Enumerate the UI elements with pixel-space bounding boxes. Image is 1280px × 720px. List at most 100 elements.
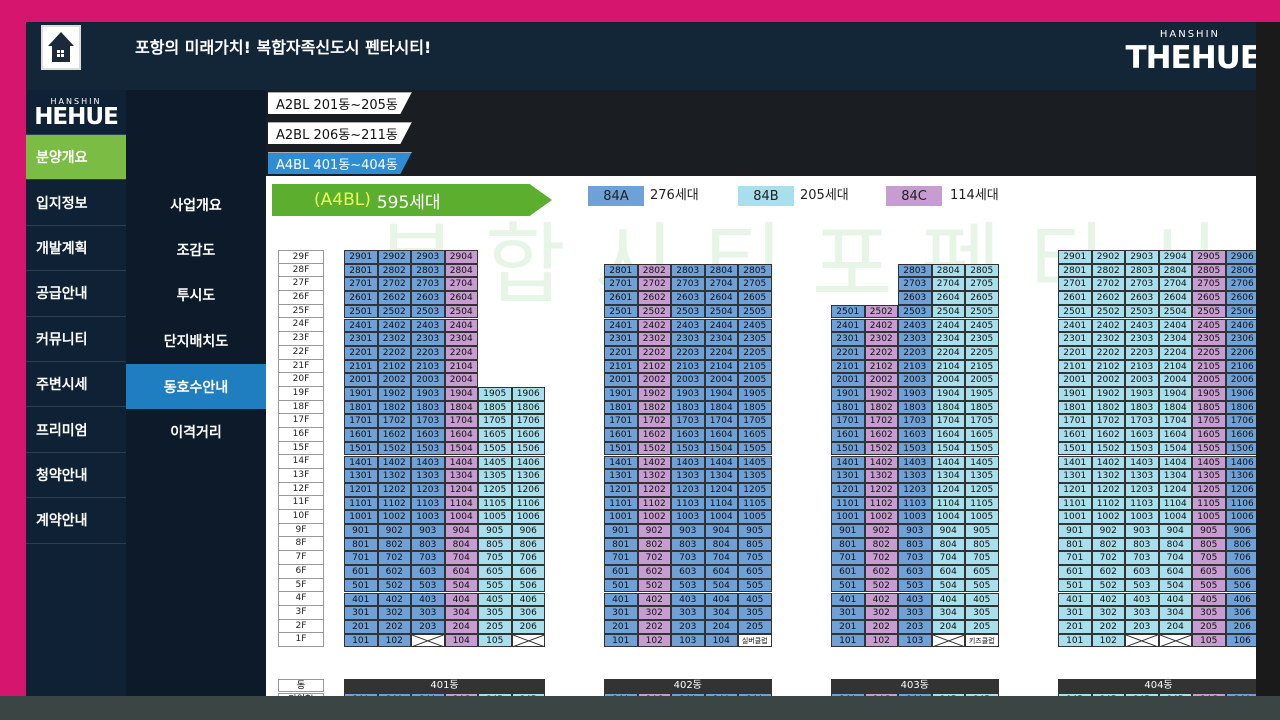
floor-label: 22F (278, 345, 324, 360)
submenu-item-unitinfo[interactable]: 동호수안내 (126, 364, 266, 409)
unit-cell: 201 (1058, 619, 1092, 634)
unit-cell: 1404 (1158, 455, 1192, 470)
unit-cell: 704 (931, 551, 965, 566)
floor-label: 8F (278, 537, 324, 552)
unit-cell: 606 (1225, 565, 1256, 579)
unit-cell: 1501 (831, 441, 865, 456)
unit-cell: 1301 (1058, 469, 1092, 483)
unit-cell: 2205 (738, 345, 772, 360)
unit-cell: 2902 (1091, 250, 1125, 264)
unit-cell: 901 (1058, 524, 1092, 538)
sidebar-item-subscription[interactable]: 청약안내 (26, 453, 126, 499)
unit-cell: 1706 (1225, 414, 1256, 429)
unit-cell: 2004 (444, 373, 478, 387)
unit-cell: 2901 (344, 250, 378, 264)
submenu-item-perspective[interactable]: 투시도 (176, 287, 216, 304)
floor-label: 27F (278, 277, 324, 292)
sidebar-item-overview[interactable]: 분양개요 (26, 135, 126, 181)
unit-cell: 1005 (1192, 510, 1226, 524)
unit-cell: 904 (704, 524, 738, 538)
unit-cell: 1302 (637, 469, 671, 483)
unit-cell: 2201 (344, 345, 378, 360)
unit-cell: 1004 (931, 510, 965, 524)
unit-cell: 2501 (1058, 304, 1092, 319)
submenu-item-birdseye[interactable]: 조감도 (176, 242, 216, 259)
unit-cell: 2003 (1125, 373, 1159, 387)
unit-cell: 2606 (1225, 291, 1256, 305)
sidebar-item-development[interactable]: 개발계획 (26, 226, 126, 272)
tab-a4bl-401[interactable]: A4BL 401동~404동 (268, 152, 412, 174)
unit-cell: 901 (344, 524, 378, 538)
unit-cell: 2805 (965, 263, 999, 278)
unit-cell: 1901 (1058, 387, 1092, 401)
unit-cell: 305 (1192, 606, 1226, 620)
unit-cell: 1205 (1192, 482, 1226, 497)
sidebar-item-supply[interactable]: 공급안내 (26, 271, 126, 317)
unit-cell: 1905 (1192, 387, 1226, 401)
unit-cell: 2003 (898, 373, 932, 387)
unit-cell: 904 (444, 524, 478, 538)
unit-cell: 401 (344, 592, 378, 607)
tab-a2bl-206[interactable]: A2BL 206동~211동 (268, 122, 412, 144)
submenu: 사업개요 조감도 투시도 단지배치도 동호수안내 이격거리 (126, 90, 266, 696)
unit-cell: 301 (1058, 606, 1092, 620)
unit-cell: 301 (831, 606, 865, 620)
unit-cell: 602 (1091, 565, 1125, 579)
unit-cell: 202 (637, 619, 671, 634)
sidebar-item-location[interactable]: 입지정보 (26, 180, 126, 226)
unit-cell: 405 (1192, 592, 1226, 607)
unit-cell: 2403 (1125, 318, 1159, 333)
unit-cell: 402 (377, 592, 411, 607)
unit-cell: 2102 (377, 359, 411, 374)
unit-cell: 1001 (831, 510, 865, 524)
unit-cell: 601 (344, 565, 378, 579)
unit-cell: 803 (1125, 537, 1159, 552)
unit-cell: 1303 (898, 469, 932, 483)
submenu-item-distance[interactable]: 이격거리 (170, 424, 222, 441)
unit-cell: 1803 (1125, 400, 1159, 415)
unit-cell: 1106 (1225, 496, 1256, 511)
floor-label: 10F (278, 510, 324, 524)
unit-cell: 1505 (738, 441, 772, 456)
brand-logo[interactable]: THEHUE (1125, 40, 1256, 76)
floor-label: 17F (278, 414, 324, 428)
unit-cell: 2604 (704, 291, 738, 305)
unit-cell: 1504 (931, 441, 965, 456)
sidebar-item-community[interactable]: 커뮤니티 (26, 317, 126, 362)
unit-cell: 1103 (411, 496, 445, 511)
unit-cell: 303 (1125, 606, 1159, 620)
unit-cell: 2404 (704, 318, 738, 333)
unit-cell: 1104 (1158, 496, 1192, 511)
unit-cell: 704 (1158, 551, 1192, 566)
unit-cell: 601 (604, 565, 638, 579)
submenu-item-business[interactable]: 사업개요 (170, 197, 222, 214)
unit-cell: 1702 (1091, 414, 1125, 429)
sidebar-logo[interactable]: HANSHIN HEHUE (26, 90, 126, 135)
unit-cell: 2306 (1225, 332, 1256, 346)
unit-cell: 403 (1125, 592, 1159, 607)
sidebar-item-contract[interactable]: 계약안내 (26, 498, 126, 544)
sidebar-item-prices[interactable]: 주변시세 (26, 362, 126, 408)
sidebar-item-premium[interactable]: 프리미엄 (26, 407, 126, 453)
submenu-item-siteplan[interactable]: 단지배치도 (163, 333, 229, 350)
unit-cell: 1603 (1125, 428, 1159, 442)
unit-cell-facility: 키즈클럽 (965, 633, 999, 648)
unit-cell: 1802 (864, 400, 898, 415)
unit-cell: 1604 (931, 428, 965, 442)
tab-a2bl-201[interactable]: A2BL 201동~205동 (268, 92, 412, 114)
unit-cell: 304 (704, 606, 738, 620)
unit-cell: 2301 (1058, 332, 1092, 346)
unit-cell: 1404 (704, 455, 738, 470)
unit-cell: 1701 (344, 414, 378, 429)
unit-cell: 1805 (965, 400, 999, 415)
block-badge: (A4BL) 595세대 (272, 184, 552, 216)
unit-cell: 2203 (411, 345, 445, 360)
floor-label: 19F (278, 386, 324, 401)
unit-cell: 104 (704, 633, 738, 648)
unit-cell: 2001 (831, 373, 865, 387)
unit-cell: 305 (478, 606, 512, 620)
unit-cell: 1202 (637, 482, 671, 497)
unit-cell: 1905 (738, 387, 772, 401)
home-button[interactable] (41, 25, 81, 70)
building-name: 404동 (1058, 679, 1256, 693)
